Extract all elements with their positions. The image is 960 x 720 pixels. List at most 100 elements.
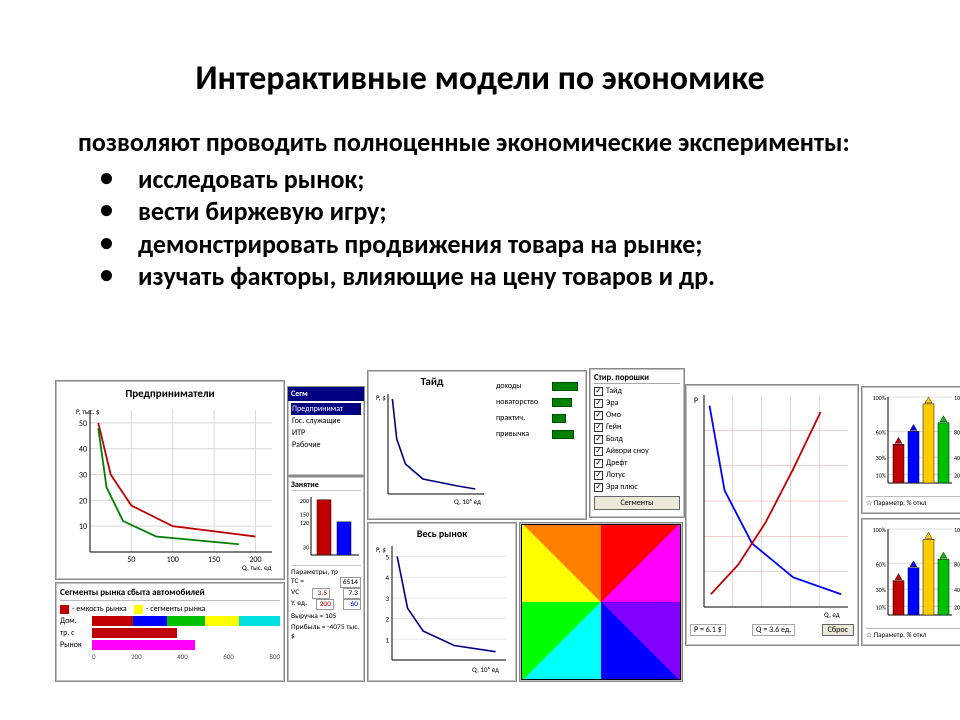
checkbox-row[interactable]: ✓Дрефт <box>594 458 680 468</box>
svg-text:50: 50 <box>79 419 87 429</box>
swatch <box>60 605 69 614</box>
axis-ticks: 0200400600800 <box>92 652 280 661</box>
svg-text:Q, тыс. ед: Q, тыс. ед <box>242 563 271 572</box>
svg-text:60%: 60% <box>876 428 887 436</box>
param-row: VC3.57.3 <box>291 588 361 599</box>
pct-footer: ☆ Параметр, % откл <box>866 628 960 639</box>
line-chart: 102030405050100150200Р, тыс. $Q, тыс. ед <box>62 402 278 572</box>
page-title: Интерактивные модели по экономике <box>0 58 960 99</box>
svg-text:80%: 80% <box>954 428 960 436</box>
list-item[interactable]: Предпринимат <box>291 403 361 415</box>
svg-text:100%: 100% <box>954 526 960 534</box>
svg-text:10%: 10% <box>876 603 887 611</box>
checkbox-row[interactable]: ✓Гейн <box>594 422 680 432</box>
checkbox-row[interactable]: ✓Айвори сноу <box>594 446 680 456</box>
intro-text: позволяют проводить полноценные экономич… <box>78 126 920 159</box>
pct-chart-bottom: 10% 20% 30% 40% 60% 80% 100% 100% ☆ Параметр, %… <box>861 518 960 646</box>
svg-text:40: 40 <box>79 445 87 455</box>
segment-listbox[interactable]: Сегм ПредприниматГос. служащиеИТРРабочие <box>287 386 365 476</box>
swatch <box>134 605 143 614</box>
svg-text:5: 5 <box>385 552 389 561</box>
legend-label: - емкость рынка <box>72 604 127 614</box>
intro-block: позволяют проводить полноценные экономич… <box>78 126 920 293</box>
param-row: TC =6514 <box>291 577 361 588</box>
factor-bar: привычка <box>496 429 582 439</box>
reset-button[interactable]: Сброс <box>822 624 854 636</box>
svg-text:40%: 40% <box>954 586 960 594</box>
svg-text:2: 2 <box>385 615 389 624</box>
checklist-title: Стир. порошки <box>594 373 680 384</box>
whole-market-panel: Весь рынок 1 2 3 4 5Р, $ Q, 10⁶ ед <box>367 522 517 682</box>
checkbox-row[interactable]: ✓Тайд <box>594 386 680 396</box>
segments-button[interactable]: Сегменты <box>594 496 680 510</box>
svg-text:100%: 100% <box>873 394 887 402</box>
params-panel: Занятие 30 120150 200 Параметры, тр TC =65… <box>287 476 365 682</box>
price-value: P = 6.1 $ <box>690 624 726 636</box>
param-row: Y, ед.20060 <box>291 599 361 610</box>
svg-text:150: 150 <box>208 555 220 565</box>
svg-text:40%: 40% <box>954 454 960 462</box>
svg-text:Q, 10⁶ ед: Q, 10⁶ ед <box>454 497 481 506</box>
svg-text:100%: 100% <box>873 526 887 534</box>
checkbox-row[interactable]: ✓Болд <box>594 434 680 444</box>
listbox-header: Сегм <box>288 387 364 401</box>
segments-legend-panel: Сегменты рынка сбыта автомобилей - емкос… <box>55 582 285 682</box>
svg-text:10%: 10% <box>876 471 887 479</box>
chart-title: Тайд <box>372 375 492 388</box>
checkbox-row[interactable]: ✓Омо <box>594 410 680 420</box>
svg-text:Q, 10⁶ ед: Q, 10⁶ ед <box>472 665 499 674</box>
svg-text:20%: 20% <box>954 471 960 479</box>
svg-text:Р, $: Р, $ <box>376 393 386 402</box>
svg-text:4: 4 <box>385 573 389 582</box>
svg-text:60%: 60% <box>876 560 887 568</box>
svg-text:200: 200 <box>300 497 309 505</box>
svg-text:30%: 30% <box>876 454 887 462</box>
qty-value: Q = 3.6 ед. <box>752 624 795 636</box>
param-title: Параметры, тр <box>291 565 361 577</box>
svg-text:1: 1 <box>385 635 389 644</box>
color-wheel-panel <box>519 522 683 682</box>
panel-subtitle: Занятие <box>291 480 361 491</box>
list-item[interactable]: Гос. служащие <box>291 415 361 427</box>
svg-text:Q, ед: Q, ед <box>824 610 840 619</box>
chart-title: Весь рынок <box>372 527 512 540</box>
svg-text:150: 150 <box>300 511 309 519</box>
stacked-bar-row: Дом. <box>60 616 280 626</box>
bullet-item: исследовать рынок; <box>78 163 920 196</box>
svg-text:100%: 100% <box>954 394 960 402</box>
factor-bar: практич. <box>496 413 582 423</box>
svg-text:Р, тыс. $: Р, тыс. $ <box>76 407 100 416</box>
chart-title: Предприниматели <box>62 387 278 400</box>
supply-demand-panel: РQ, ед P = 6.1 $ Q = 3.6 ед. Сброс <box>685 384 859 646</box>
svg-text:20%: 20% <box>954 603 960 611</box>
svg-text:30%: 30% <box>876 586 887 594</box>
list-item[interactable]: ИТР <box>291 427 361 439</box>
screenshot-montage: Предприниматели 102030405050100150200Р, … <box>55 380 925 690</box>
detergent-checklist: Стир. порошки ✓Тайд ✓Эра ✓Омо ✓Гейн ✓Болд ✓Ай… <box>589 368 685 518</box>
factor-bar: доходы <box>496 381 582 391</box>
svg-text:10: 10 <box>79 522 87 532</box>
stacked-bar-row: Рынок <box>60 640 280 650</box>
pct-bars: 10% 20% 30% 40% 60% 80% 100% 100% <box>866 391 960 491</box>
pct-chart-top: 10%20%30%40%60%80%100%100% ☆ Параметр, %… <box>861 386 960 514</box>
checkbox-row[interactable]: ✓Лотус <box>594 470 680 480</box>
demand-curve: 1 2 3 4 5Р, $ Q, 10⁶ ед <box>372 540 512 676</box>
supply-demand-chart: РQ, ед <box>690 389 854 619</box>
svg-text:120: 120 <box>300 519 309 527</box>
bullet-item: демонстрировать продвижения товара на ры… <box>78 228 920 261</box>
entrepreneurs-chart-panel: Предприниматели 102030405050100150200Р, … <box>55 380 285 580</box>
svg-text:80%: 80% <box>954 560 960 568</box>
legend-row: - емкость рынка - сегменты рынка <box>60 604 280 614</box>
svg-text:30: 30 <box>303 544 309 552</box>
legend-title: Сегменты рынка сбыта автомобилей <box>60 587 280 601</box>
bullet-item: изучать факторы, влияющие на цену товаро… <box>78 260 920 293</box>
svg-text:100: 100 <box>167 555 179 565</box>
tide-panel: Тайд Р, $ Q, 10⁶ ед доходы новаторство прак… <box>367 370 587 520</box>
svg-text:30: 30 <box>79 471 87 481</box>
checkbox-row[interactable]: ✓Эра плюс <box>594 482 680 492</box>
list-item[interactable]: Рабочие <box>291 439 361 451</box>
checkbox-row[interactable]: ✓Эра <box>594 398 680 408</box>
svg-text:3: 3 <box>385 594 389 603</box>
svg-text:Р, $: Р, $ <box>376 545 386 554</box>
factor-bar: новаторство <box>496 397 582 407</box>
